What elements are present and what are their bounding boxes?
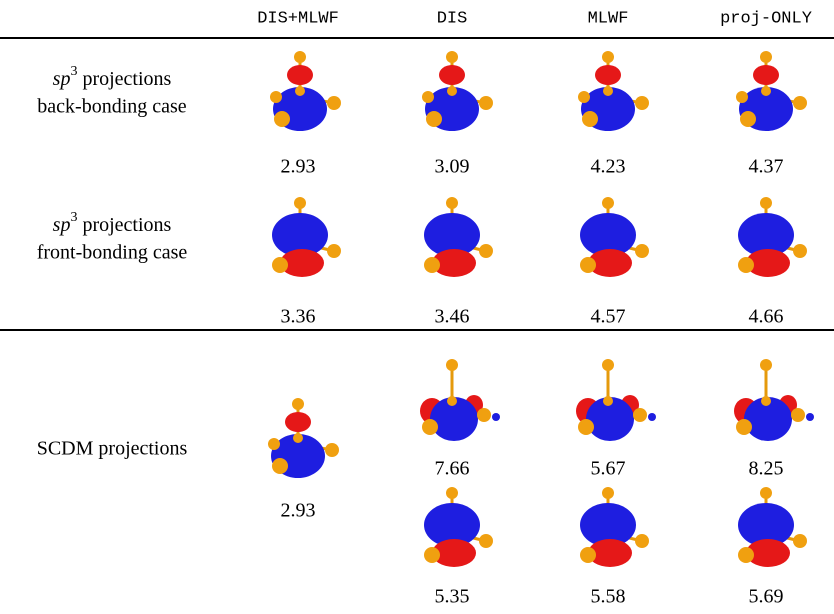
spread-value: 2.93 (281, 500, 316, 522)
spread-value: 3.09 (435, 156, 470, 178)
spread-value: 5.67 (591, 458, 626, 480)
spread-value: 4.23 (591, 156, 626, 178)
orbital-image (578, 195, 651, 279)
orbital-image (576, 49, 651, 133)
column-header: DIS+MLWF (257, 9, 339, 28)
orbital-image (734, 49, 809, 133)
spread-value: 4.57 (591, 306, 626, 328)
row-label: sp3 projections (53, 210, 172, 235)
column-header: DIS (437, 9, 468, 28)
orbital-image (420, 49, 495, 133)
column-header: MLWF (588, 9, 629, 28)
row-label: back-bonding case (37, 96, 187, 118)
orbital-image (422, 485, 495, 569)
orbital-image (422, 195, 495, 279)
row-label: sp3 projections (53, 64, 172, 89)
orbital-image (268, 49, 343, 133)
spread-value: 8.25 (749, 458, 784, 480)
spread-value: 5.35 (435, 586, 470, 608)
row-label: SCDM projections (37, 438, 188, 460)
spread-value: 3.46 (435, 306, 470, 328)
orbital-image (736, 195, 809, 279)
orbital-image (578, 485, 651, 569)
orbital-image (418, 357, 502, 443)
spread-value: 5.58 (591, 586, 626, 608)
spread-value: 2.93 (281, 156, 316, 178)
spread-value: 5.69 (749, 586, 784, 608)
orbital-image (574, 357, 658, 443)
orbital-image (266, 396, 341, 480)
spread-value: 7.66 (435, 458, 470, 480)
orbital-image (732, 357, 816, 443)
row-label: front-bonding case (37, 242, 188, 264)
column-header: proj-ONLY (720, 9, 812, 28)
orbital-image (736, 485, 809, 569)
orbital-image (270, 195, 343, 279)
spread-value: 4.37 (749, 156, 784, 178)
spread-value: 4.66 (749, 306, 784, 328)
spread-value: 3.36 (281, 306, 316, 328)
